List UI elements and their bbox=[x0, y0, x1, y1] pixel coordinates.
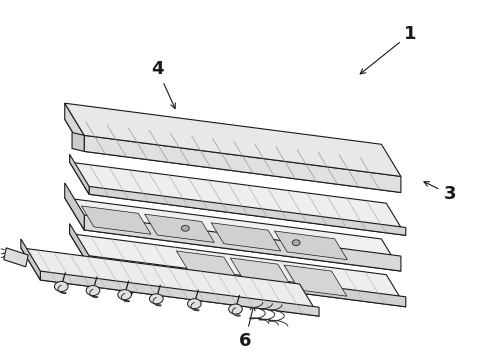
Polygon shape bbox=[65, 198, 401, 271]
Circle shape bbox=[149, 294, 163, 304]
Polygon shape bbox=[89, 186, 406, 235]
Polygon shape bbox=[230, 258, 293, 289]
Polygon shape bbox=[84, 215, 401, 271]
Text: 4: 4 bbox=[151, 60, 175, 108]
Polygon shape bbox=[65, 119, 401, 193]
Text: 2: 2 bbox=[322, 241, 368, 264]
Circle shape bbox=[54, 282, 68, 292]
Polygon shape bbox=[4, 248, 28, 267]
Text: 5: 5 bbox=[110, 244, 134, 300]
Circle shape bbox=[181, 225, 189, 231]
Polygon shape bbox=[70, 234, 406, 307]
Polygon shape bbox=[145, 214, 214, 242]
Circle shape bbox=[118, 290, 131, 300]
Polygon shape bbox=[21, 239, 40, 280]
Polygon shape bbox=[176, 251, 239, 282]
Polygon shape bbox=[21, 248, 319, 316]
Polygon shape bbox=[81, 206, 151, 234]
Polygon shape bbox=[89, 256, 406, 307]
Text: 6: 6 bbox=[239, 305, 255, 350]
Polygon shape bbox=[70, 162, 406, 235]
Polygon shape bbox=[40, 271, 319, 316]
Polygon shape bbox=[274, 231, 347, 260]
Polygon shape bbox=[65, 183, 84, 230]
Polygon shape bbox=[84, 135, 401, 193]
Circle shape bbox=[229, 304, 243, 314]
Polygon shape bbox=[65, 103, 401, 176]
Polygon shape bbox=[65, 103, 84, 152]
Circle shape bbox=[86, 285, 100, 296]
Polygon shape bbox=[70, 154, 89, 194]
Text: 1: 1 bbox=[360, 24, 417, 74]
Polygon shape bbox=[70, 224, 89, 266]
Text: 3: 3 bbox=[424, 182, 456, 203]
Polygon shape bbox=[211, 223, 281, 251]
Circle shape bbox=[188, 299, 201, 309]
Polygon shape bbox=[72, 132, 84, 152]
Circle shape bbox=[292, 240, 300, 246]
Polygon shape bbox=[284, 265, 347, 296]
